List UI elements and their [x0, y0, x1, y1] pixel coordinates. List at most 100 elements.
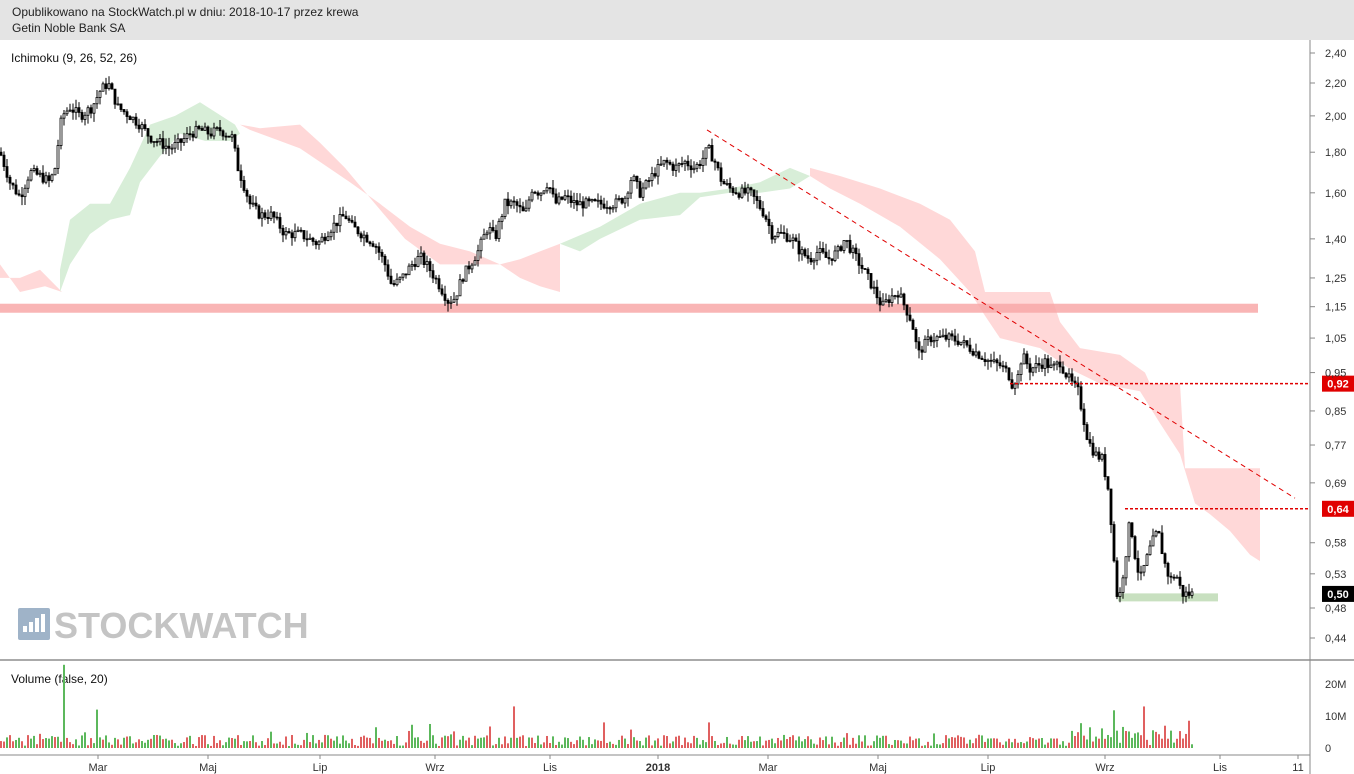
candle-body — [422, 252, 426, 265]
instrument-name: Getin Noble Bank SA — [12, 21, 126, 35]
volume-bar — [1068, 742, 1070, 748]
candle-body — [392, 283, 396, 286]
candle-body — [44, 175, 48, 183]
candle-body — [380, 251, 384, 257]
candle-body — [830, 258, 834, 261]
volume-bar — [978, 734, 980, 748]
volume-bar — [159, 735, 161, 748]
volume-bar — [960, 736, 962, 748]
volume-bar — [483, 737, 485, 748]
candle-body — [296, 229, 300, 232]
candle-body — [674, 164, 678, 171]
volume-bar — [1185, 733, 1187, 748]
candle-body — [71, 109, 75, 113]
candle-body — [50, 174, 54, 181]
candle-body — [401, 273, 405, 278]
candle-body — [1028, 363, 1032, 373]
volume-bar — [753, 741, 755, 748]
volume-bar — [288, 746, 290, 748]
volume-bar — [831, 736, 833, 748]
candle-body — [581, 201, 585, 209]
volume-bar — [69, 742, 71, 748]
candle-body — [851, 247, 855, 253]
candle-body — [425, 261, 429, 265]
volume-bar — [705, 742, 707, 748]
candle-body — [1127, 522, 1131, 558]
volume-bar — [990, 738, 992, 748]
volume-bar — [738, 739, 740, 748]
volume-bar — [84, 732, 86, 748]
candle-body — [1178, 576, 1182, 586]
volume-bar — [255, 742, 257, 748]
price-chart-svg[interactable]: 0,92 0,64 0,50 2,40 2,20 2,00 1,80 1,60 1,40 1,25… — [0, 40, 1354, 774]
chart-header: Opublikowano na StockWatch.pl w dniu: 20… — [0, 0, 1354, 40]
volume-bar — [135, 742, 137, 748]
volume-bar — [129, 736, 131, 748]
volume-bar — [156, 734, 158, 748]
volume-bar — [369, 737, 371, 748]
candle-body — [140, 124, 144, 130]
candle-body — [791, 237, 795, 241]
volume-bar — [402, 745, 404, 748]
candle-body — [1103, 454, 1107, 478]
candle-body — [608, 207, 612, 210]
candle-body — [431, 270, 435, 279]
candle-body — [869, 273, 873, 289]
volume-bar — [792, 735, 794, 748]
candle-body — [1055, 361, 1059, 365]
candle-body — [632, 175, 636, 181]
candle-body — [848, 239, 852, 253]
volume-bar — [264, 745, 266, 748]
candle-body — [65, 110, 69, 115]
candle-body — [239, 170, 243, 181]
candle-body — [815, 252, 819, 261]
volume-bar — [18, 737, 20, 748]
candle-body — [1079, 386, 1083, 410]
candle-body — [665, 159, 669, 163]
candle-body — [767, 218, 771, 227]
volume-bar — [444, 735, 446, 748]
volume-bar — [969, 739, 971, 748]
candle-body — [458, 279, 462, 297]
volume-bar — [123, 737, 125, 748]
candle-body — [473, 260, 477, 266]
y-tick-label: 0,85 — [1325, 406, 1346, 418]
volume-bar — [351, 738, 353, 748]
volume-bar — [0, 741, 2, 748]
candle-body — [203, 126, 207, 131]
candle-body — [83, 114, 87, 120]
candle-body — [230, 134, 234, 138]
candle-body — [557, 196, 561, 204]
candle-body — [86, 107, 90, 116]
volume-bar — [927, 741, 929, 748]
volume-bar — [552, 736, 554, 748]
volume-bar — [717, 745, 719, 748]
volume-bar — [543, 742, 545, 748]
volume-bar — [219, 740, 221, 748]
ichimoku-label: Ichimoku (9, 26, 52, 26) — [11, 51, 137, 65]
candle-body — [161, 138, 165, 149]
volume-bar — [813, 743, 815, 748]
volume-bar — [501, 744, 503, 748]
candle-body — [1037, 363, 1041, 366]
volume-bar — [945, 735, 947, 748]
volume-bar — [33, 735, 35, 748]
volume-bar — [273, 743, 275, 748]
volume-bar — [579, 736, 581, 748]
volume-bar — [999, 742, 1001, 748]
candle-body — [827, 257, 831, 260]
candle-body — [770, 225, 774, 240]
candle-body — [548, 187, 552, 190]
candle-body — [629, 180, 633, 194]
x-tick-label: 2018 — [646, 762, 670, 774]
volume-bar — [891, 744, 893, 748]
candle-body — [500, 216, 504, 222]
volume-bar — [585, 745, 587, 748]
candle-body — [545, 187, 549, 192]
candle-body — [1025, 353, 1029, 365]
volume-bar — [939, 744, 941, 748]
candle-body — [659, 163, 663, 166]
candle-body — [527, 199, 531, 209]
y-tick-label: 2,00 — [1325, 111, 1346, 123]
volume-bar — [1146, 739, 1148, 748]
